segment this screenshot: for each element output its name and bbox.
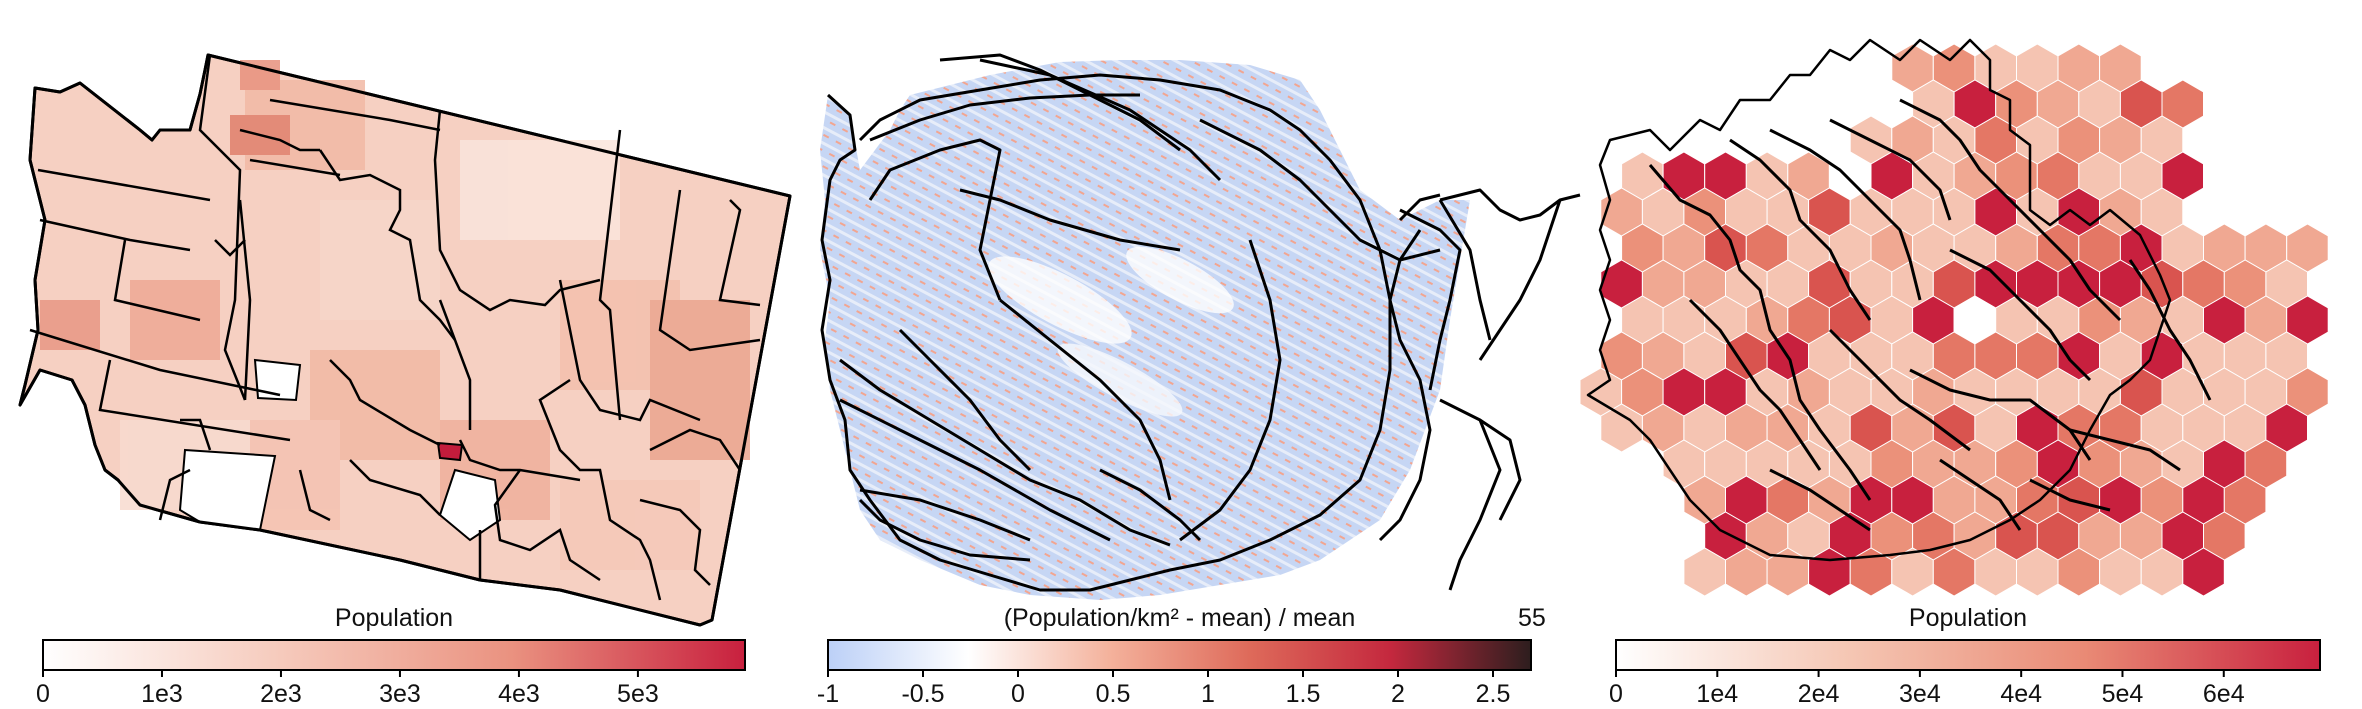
colorbar-tick-label: 2e4 (1797, 680, 1840, 708)
state-outline-stroke (18, 53, 792, 627)
colorbar-tick-label: 4e3 (498, 680, 540, 708)
hexbin-outline (1586, 38, 2172, 562)
colorbar-tick-label: 2e3 (260, 680, 302, 708)
colorbar-tick-label: 0.5 (1095, 680, 1131, 708)
colorbar-tick-label: 2.5 (1475, 680, 1511, 708)
no-data-region (178, 448, 277, 532)
colorbar-tick-label: 1.5 (1285, 680, 1321, 708)
colorbar-tick-label: 1e4 (1696, 680, 1739, 708)
hexagon-cells (1579, 38, 2329, 597)
colorbar-title: (Population/km² - mean) / mean (1003, 604, 1356, 632)
colorbar-tick-label: -1 (816, 680, 840, 708)
colorbar-tick-label: 4e4 (2000, 680, 2043, 708)
colorbar-tick-label: 2 (1391, 680, 1405, 708)
colorbar-tick-label: 5e4 (2101, 680, 2144, 708)
colorbar-tick-marks (1615, 670, 2225, 677)
county-boundaries (29, 54, 761, 601)
colorbar-gradient (1615, 639, 2321, 671)
colorbar-tick-label: 0 (36, 680, 50, 708)
colorbar-tick-label: 1 (1201, 680, 1215, 708)
colorbar-tick-label: -0.5 (901, 680, 945, 708)
colorbar-max-label: 55 (1518, 604, 1546, 632)
max-population-spot (436, 441, 464, 462)
no-data-region (253, 358, 302, 402)
cartogram-panel: (Population/km² - mean) / mean 55 -1 -0.5… (800, 0, 1590, 709)
cartogram-map (820, 53, 1581, 677)
colorbar-tick-marks (827, 670, 1494, 677)
white-streaks (988, 246, 1234, 417)
colorbar-tick-label: 3e4 (1899, 680, 1941, 708)
colorbar-tick-marks (42, 670, 639, 677)
hex-cell (2182, 547, 2225, 597)
colorbar-tick-label: 1e3 (141, 680, 183, 708)
choropleth-map (18, 53, 792, 677)
county-shading (40, 60, 750, 570)
county-boundary-overlay (1648, 98, 2212, 532)
colorbar-title: Population (334, 604, 454, 632)
no-data-region (438, 468, 502, 542)
colorbar-tick-label: 6e4 (2202, 680, 2245, 708)
colorbar-gradient (827, 639, 1532, 671)
choropleth-panel: Population 0 1e3 2e3 3e3 4e3 5e3 (0, 0, 800, 709)
colorbar-tick-label: 0 (1609, 680, 1623, 708)
colorbar-tick-label: 3e3 (379, 680, 421, 708)
colorbar-tick-label: 5e3 (617, 680, 659, 708)
hexbin-panel: Population 0 1e4 2e4 3e4 4e4 5e4 6e4 (1570, 0, 2362, 709)
hexbin-map (1579, 38, 2329, 677)
region-boundaries (820, 53, 1581, 592)
colorbar-gradient (42, 639, 746, 671)
colorbar-tick-label: 0 (1011, 680, 1025, 708)
cartogram-fill (820, 60, 1470, 600)
colorbar-title: Population (1908, 604, 2028, 632)
